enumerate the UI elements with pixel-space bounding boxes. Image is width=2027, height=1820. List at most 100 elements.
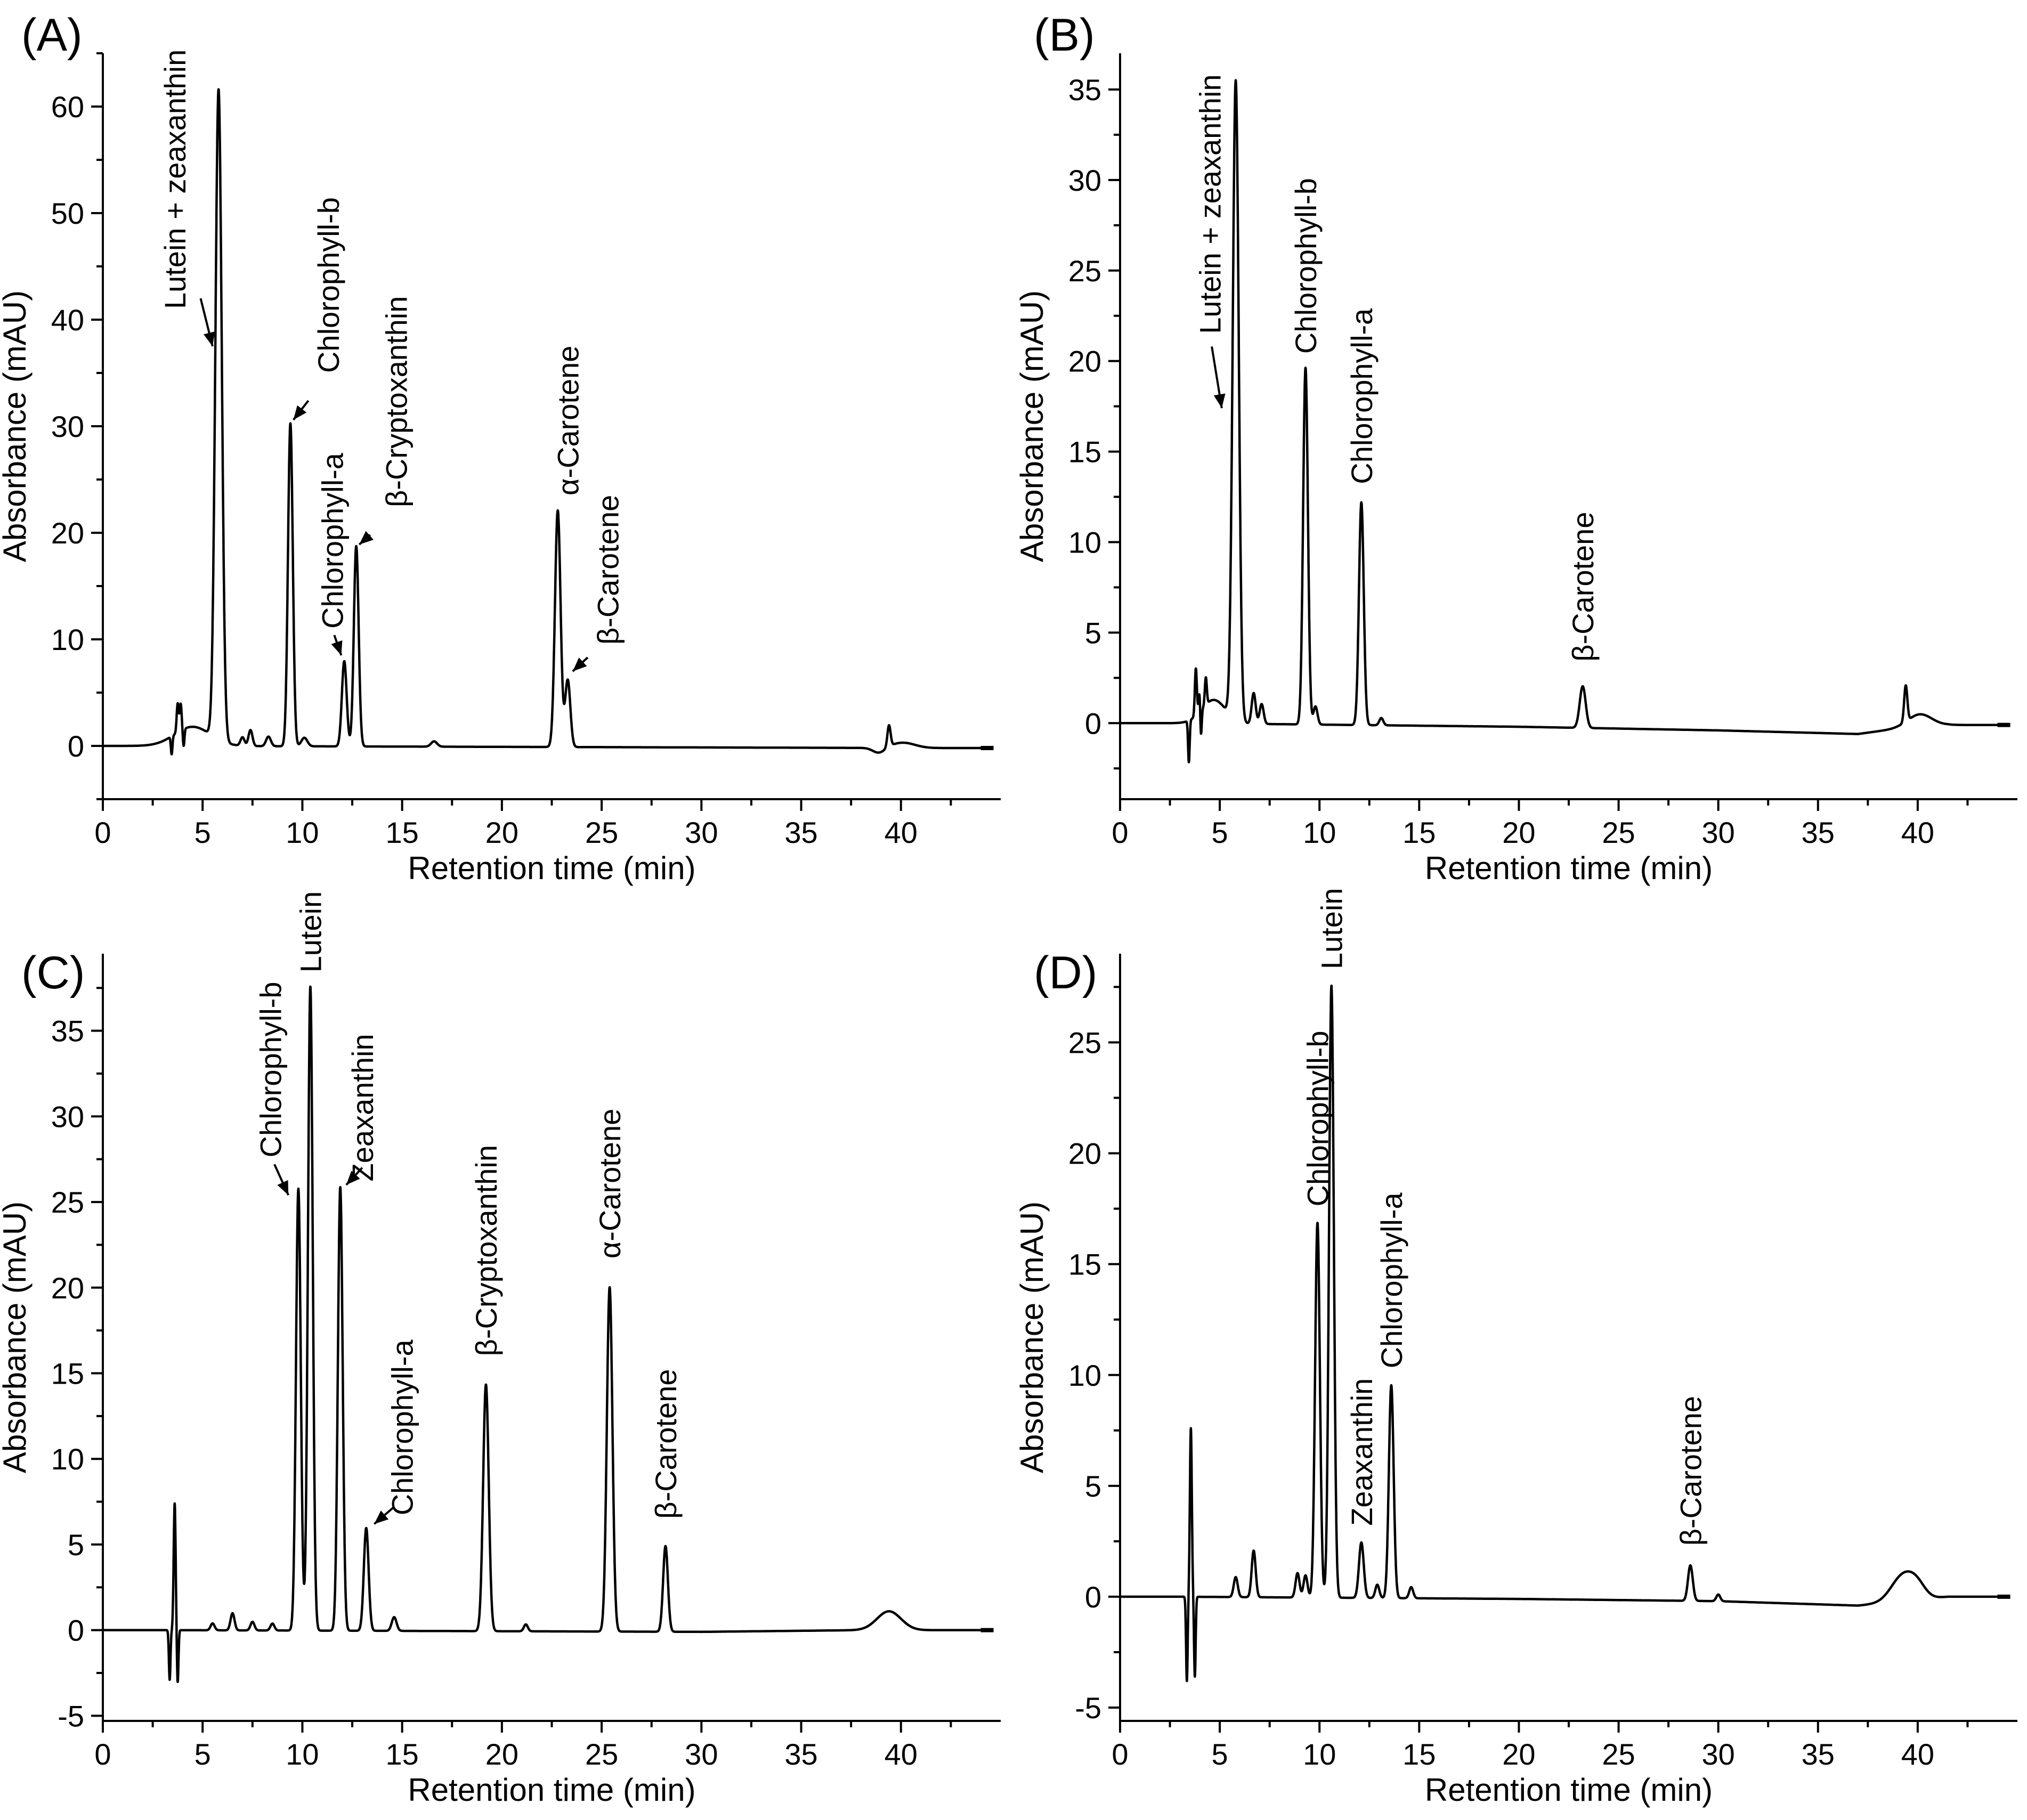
x-axis-title: Retention time (min): [408, 1772, 695, 1808]
x-tick-label: 35: [1802, 816, 1835, 849]
y-tick-label: 25: [1068, 254, 1101, 288]
x-tick-label: 35: [784, 816, 817, 849]
x-tick-label: 15: [386, 816, 419, 849]
y-tick-label: -5: [1075, 1691, 1101, 1725]
y-tick-label: 25: [51, 1185, 84, 1219]
peak-label: β-Carotene: [1566, 512, 1600, 662]
annotation-arrowhead: [277, 1180, 289, 1196]
y-tick-label: 5: [68, 1528, 84, 1562]
y-tick-label: 25: [1068, 1026, 1101, 1059]
x-tick-label: 40: [885, 816, 918, 849]
annotation-arrowhead: [203, 331, 215, 346]
panel-label: (D): [1034, 947, 1097, 998]
trace-end-marker: [980, 746, 994, 750]
y-tick-label: 5: [1085, 616, 1101, 649]
x-tick-label: 10: [286, 1737, 319, 1771]
x-tick-label: 0: [1112, 816, 1128, 849]
y-tick-label: 0: [1085, 1580, 1101, 1614]
annotation-arrowhead: [331, 640, 343, 655]
x-tick-label: 40: [1901, 1737, 1934, 1771]
x-tick-label: 40: [1901, 816, 1934, 849]
peak-label: β-Carotene: [649, 1369, 683, 1518]
peak-label: Lutein: [294, 891, 327, 973]
peak-label: Chlorophyll-a: [316, 452, 350, 629]
y-axis-title: Absorbance (mAU): [1014, 1201, 1050, 1473]
trace-end-marker: [1997, 722, 2010, 727]
x-tick-label: 0: [94, 1737, 111, 1771]
x-axis-title: Retention time (min): [1425, 850, 1713, 886]
y-tick-label: 0: [1085, 706, 1101, 740]
y-tick-label: 40: [51, 303, 84, 337]
x-tick-label: 0: [94, 816, 111, 849]
annotation-arrowhead: [572, 657, 587, 671]
y-tick-label: 15: [1068, 1248, 1101, 1281]
peak-label: Chlorophyll-b: [1289, 178, 1323, 354]
peak-label: β-Carotene: [1674, 1396, 1707, 1546]
chromatogram-trace: [101, 88, 986, 756]
y-tick-label: 20: [1068, 1137, 1101, 1171]
x-tick-label: 5: [194, 1737, 211, 1771]
peak-label: Chlorophyll-a: [386, 1339, 419, 1516]
x-tick-label: 30: [685, 816, 718, 849]
peak-label: Zeaxanthin: [346, 1034, 379, 1181]
x-tick-label: 20: [485, 816, 518, 849]
x-tick-label: 25: [1602, 816, 1635, 849]
y-tick-label: 15: [51, 1357, 84, 1391]
x-tick-label: 5: [1212, 816, 1228, 849]
x-tick-label: 15: [1402, 816, 1436, 849]
chart-panel-a: (A) 0 5 10 15 20 25 30 35 40 0 10 20 30 40 50 60 Retentio…: [0, 10, 1001, 886]
peak-label: Chlorophyll-b: [1301, 1031, 1334, 1207]
panel-label: (C): [21, 947, 85, 998]
annotation-arrowhead: [293, 405, 307, 420]
y-tick-label: 35: [1068, 73, 1101, 107]
y-tick-label: 0: [68, 729, 84, 763]
y-axis-title: Absorbance (mAU): [0, 290, 33, 562]
y-tick-label: 20: [51, 1271, 84, 1305]
y-tick-label: 20: [51, 516, 84, 550]
peak-label: Lutein + zeaxanthin: [158, 50, 192, 309]
x-tick-label: 10: [286, 816, 319, 849]
chromatogram-trace: [1118, 79, 2003, 763]
y-tick-label: 10: [51, 623, 84, 656]
y-tick-label: 0: [68, 1614, 84, 1647]
x-tick-label: 20: [1502, 816, 1535, 849]
annotation-arrowhead: [1213, 393, 1226, 409]
y-tick-label: 35: [51, 1014, 84, 1048]
x-tick-label: 5: [1212, 1737, 1228, 1771]
x-tick-label: 10: [1303, 816, 1336, 849]
x-tick-label: 20: [1502, 1737, 1535, 1771]
annotation-arrowhead: [346, 1171, 360, 1185]
peak-label: Lutein: [1315, 888, 1349, 970]
x-axis-title: Retention time (min): [408, 850, 695, 886]
x-tick-label: 15: [386, 1737, 419, 1771]
x-axis-title: Retention time (min): [1425, 1772, 1713, 1808]
x-tick-label: 25: [585, 816, 618, 849]
y-axis-title: Absorbance (mAU): [0, 1201, 33, 1473]
x-tick-label: 25: [585, 1737, 618, 1771]
y-tick-label: 10: [1068, 1359, 1101, 1392]
x-tick-label: 30: [1702, 816, 1735, 849]
peak-label: Zeaxanthin: [1345, 1378, 1379, 1526]
y-tick-label: 10: [51, 1442, 84, 1476]
peak-label: Chlorophyll-b: [254, 982, 288, 1158]
x-tick-label: 20: [485, 1737, 518, 1771]
chart-panel-d: (D)0 5 10 15 20 25 30 35 40-50510152025Retention…: [1014, 888, 2017, 1808]
x-tick-label: 35: [784, 1737, 817, 1771]
peak-label: α-Carotene: [551, 346, 585, 495]
peak-label: β-Cryptoxanthin: [379, 296, 413, 507]
chart-panel-c: (C) 0 5 10 15 20 25 30 35 40 -5 0 5 10 15 20 25 30 35 Reten…: [0, 891, 1001, 1808]
y-tick-label: 15: [1068, 435, 1101, 469]
chromatogram-trace: [101, 985, 986, 1683]
y-tick-label: 10: [1068, 525, 1101, 559]
y-tick-label: -5: [58, 1699, 84, 1733]
x-tick-label: 35: [1802, 1737, 1835, 1771]
y-tick-label: 30: [1068, 164, 1101, 197]
peak-label: Chlorophyll-a: [1345, 308, 1379, 484]
annotation-arrowhead: [374, 1510, 389, 1524]
y-axis-title: Absorbance (mAU): [1014, 290, 1050, 562]
x-tick-label: 10: [1303, 1737, 1336, 1771]
peak-label: Lutein + zeaxanthin: [1193, 74, 1227, 334]
peak-label: α-Carotene: [593, 1109, 627, 1258]
x-tick-label: 0: [1112, 1737, 1128, 1771]
y-tick-label: 50: [51, 197, 84, 230]
